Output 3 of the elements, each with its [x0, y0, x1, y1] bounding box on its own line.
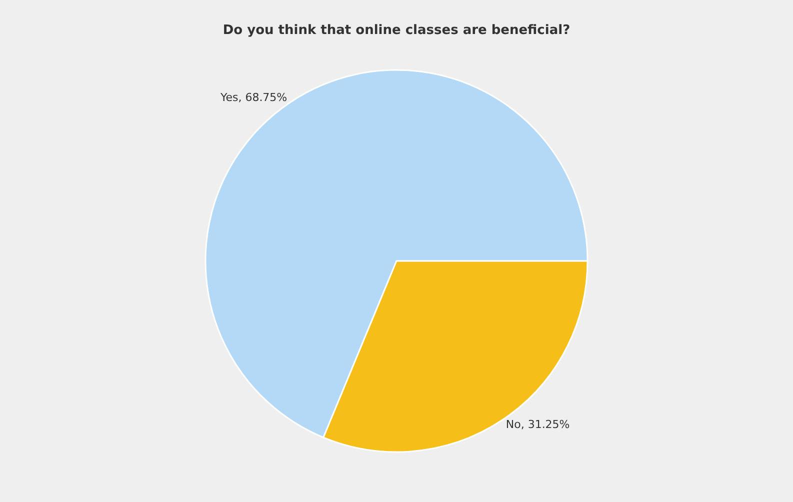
chart-title: Do you think that online classes are beneficial?	[222, 23, 570, 38]
slice-label: No, 31.25%	[506, 418, 570, 431]
slice-label: Yes, 68.75%	[219, 91, 288, 104]
